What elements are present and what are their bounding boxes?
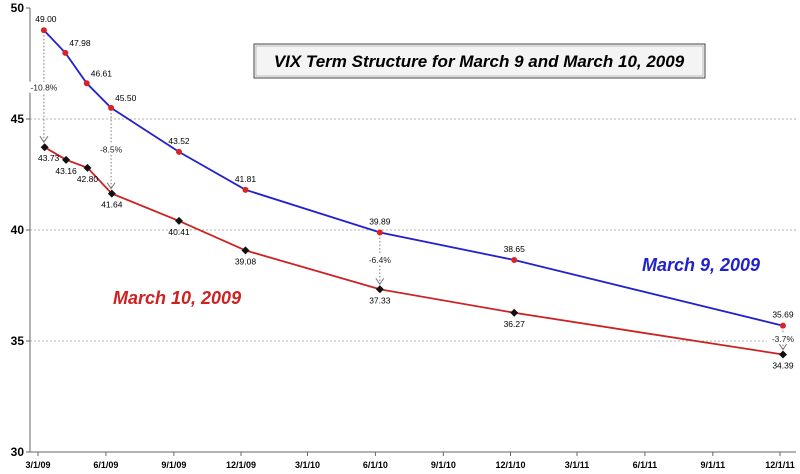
series-0-label-1: 47.98 bbox=[69, 38, 91, 48]
x-tick-label-3: 12/1/09 bbox=[226, 460, 256, 470]
data-labels: 49.00 47.98 46.61 45.50 43.52 41.81 39.89 38.65… bbox=[35, 14, 794, 370]
annotation-arrowhead-2 bbox=[375, 277, 385, 286]
x-tick-label-2: 9/1/09 bbox=[161, 460, 186, 470]
series-1-label-5: 39.08 bbox=[235, 256, 257, 266]
annotation-arrowhead-0 bbox=[39, 135, 49, 144]
series-1-point-4 bbox=[175, 216, 184, 225]
annotation-arrowhead-1 bbox=[106, 182, 116, 190]
annotation-bg-3 bbox=[766, 333, 799, 345]
annotation-label-0: -10.8% bbox=[30, 83, 57, 93]
x-tick-label-5: 6/1/10 bbox=[363, 460, 388, 470]
plot-area bbox=[30, 8, 796, 452]
series-1-label-3: 41.64 bbox=[101, 200, 123, 210]
annotation-arrowhead-3 bbox=[778, 343, 788, 351]
series-0-point-7 bbox=[511, 256, 518, 263]
series-0-label-2: 46.61 bbox=[91, 68, 113, 78]
series-0-label-8: 35.69 bbox=[772, 310, 794, 320]
series-0-label-4: 43.52 bbox=[168, 136, 190, 146]
series-0-point-8 bbox=[779, 322, 786, 329]
y-axis-ticks: 30 35 40 45 50 bbox=[11, 1, 30, 459]
y-tick-label-40: 40 bbox=[11, 223, 25, 237]
series-1-point-3 bbox=[107, 189, 116, 198]
series-1-point-5 bbox=[241, 246, 250, 255]
x-axis-ticks: 3/1/09 6/1/09 9/1/09 12/1/09 3/1/10 6/1/10 9/1… bbox=[25, 452, 795, 470]
chart-title: VIX Term Structure for March 9 and March… bbox=[274, 52, 685, 71]
annotation-label-3: -3.7% bbox=[772, 334, 795, 344]
series-label-march-9: March 9, 2009 bbox=[642, 255, 760, 275]
title-frame-inner bbox=[255, 45, 704, 77]
series-1-label-2: 42.80 bbox=[77, 174, 99, 184]
x-tick-label-6: 9/1/10 bbox=[431, 460, 456, 470]
annotation-bg-0 bbox=[27, 81, 60, 93]
series-1-label-6: 37.33 bbox=[369, 295, 391, 305]
series-0-label-7: 38.65 bbox=[504, 244, 526, 254]
annotation-label-1: -8.5% bbox=[100, 145, 123, 155]
x-tick-label-11: 12/1/11 bbox=[765, 460, 795, 470]
title-box: VIX Term Structure for March 9 and March… bbox=[253, 43, 706, 79]
annotation-bg-1 bbox=[95, 143, 128, 155]
x-tick-label-9: 6/1/11 bbox=[633, 460, 658, 470]
title-frame bbox=[253, 43, 706, 79]
x-tick-label-10: 9/1/11 bbox=[701, 460, 726, 470]
x-tick-label-7: 12/1/10 bbox=[496, 460, 526, 470]
series-1-label-8: 34.39 bbox=[772, 361, 794, 371]
annotation-label-2: -6.4% bbox=[369, 255, 392, 265]
series-0-point-2 bbox=[83, 80, 90, 87]
series-1-point-6 bbox=[375, 285, 384, 294]
series-0-label-5: 41.81 bbox=[235, 174, 257, 184]
series-0-point-3 bbox=[108, 104, 115, 111]
series-1-point-2 bbox=[83, 163, 92, 172]
series-1-point-1 bbox=[62, 155, 71, 164]
series-0-point-6 bbox=[376, 229, 383, 236]
x-tick-label-0: 3/1/09 bbox=[25, 460, 50, 470]
series-1-label-4: 40.41 bbox=[168, 227, 190, 237]
series-1-point-7 bbox=[510, 308, 519, 317]
change-annotations: -10.8% -8.5% -6.4% -3.7% bbox=[27, 35, 799, 351]
series-1-label-1: 43.16 bbox=[55, 166, 77, 176]
y-tick-label-30: 30 bbox=[11, 445, 25, 459]
series-1-point-8 bbox=[778, 350, 787, 359]
x-tick-label-4: 3/1/10 bbox=[295, 460, 320, 470]
series-0-point-1 bbox=[62, 49, 69, 56]
y-tick-label-45: 45 bbox=[11, 112, 25, 126]
series-1-label-0: 43.73 bbox=[38, 153, 60, 163]
series-0-point-4 bbox=[176, 148, 183, 155]
series-lines bbox=[40, 27, 787, 359]
x-tick-label-8: 3/1/11 bbox=[565, 460, 590, 470]
series-1-label-7: 36.27 bbox=[504, 319, 526, 329]
series-0-label-3: 45.50 bbox=[115, 93, 137, 103]
y-tick-label-35: 35 bbox=[11, 334, 25, 348]
x-tick-label-1: 6/1/09 bbox=[93, 460, 118, 470]
series-0-label-6: 39.89 bbox=[369, 216, 391, 226]
series-0-point-5 bbox=[242, 186, 249, 193]
y-tick-label-50: 50 bbox=[11, 1, 25, 15]
series-0-label-0: 49.00 bbox=[35, 14, 57, 24]
series-0-point-0 bbox=[40, 27, 47, 34]
annotation-bg-2 bbox=[363, 253, 396, 265]
series-1-point-0 bbox=[40, 143, 49, 152]
series-label-march-10: March 10, 2009 bbox=[113, 288, 241, 308]
